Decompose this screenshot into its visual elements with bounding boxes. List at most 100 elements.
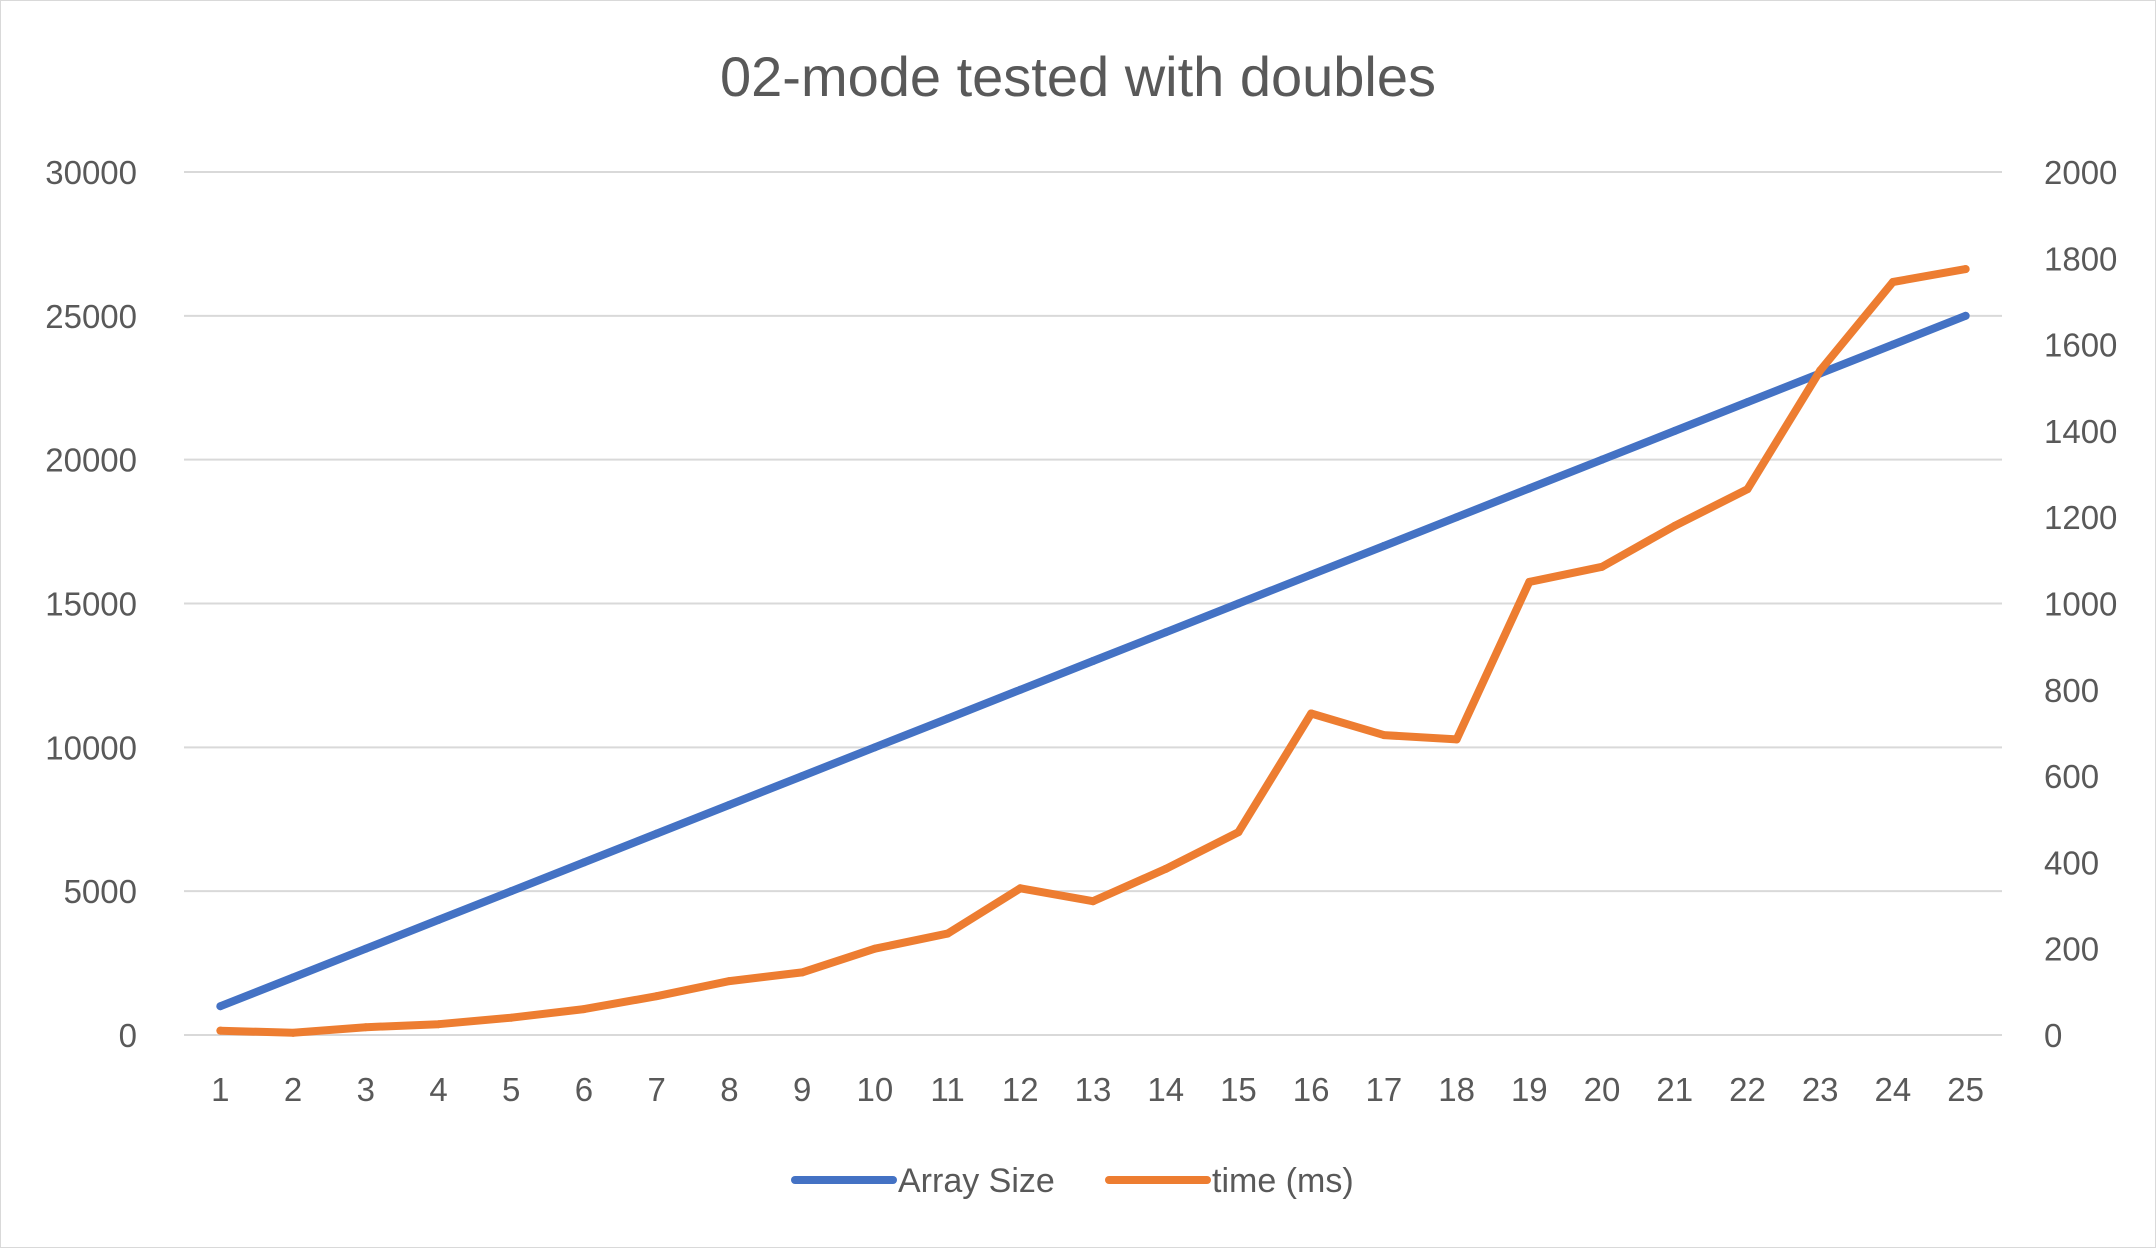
x-tick-label: 15: [1220, 1071, 1257, 1108]
data-point: [1888, 278, 1897, 287]
x-tick-label: 23: [1802, 1071, 1839, 1108]
data-point: [870, 944, 879, 953]
data-point: [434, 1020, 443, 1029]
legend-label-time-ms: time (ms): [1212, 1162, 1354, 1200]
series-line-time-ms: [216, 265, 1970, 1037]
data-point: [1670, 521, 1679, 530]
x-tick-label: 1: [211, 1071, 229, 1108]
data-point: [216, 1026, 225, 1035]
x-tick-label: 20: [1584, 1071, 1621, 1108]
right-axis-ticks: 0 200 400 600 800 1000 1200 1400 1600 1800 2000: [2044, 154, 2117, 1054]
x-tick-label: 24: [1875, 1071, 1912, 1108]
x-tick-label: 18: [1438, 1071, 1475, 1108]
right-tick-label: 1800: [2044, 240, 2117, 277]
data-point: [1089, 657, 1097, 666]
right-tick-label: 200: [2044, 931, 2099, 968]
data-point: [1379, 731, 1388, 740]
x-tick-label: 6: [575, 1071, 593, 1108]
chart-title: 02-mode tested with doubles: [720, 45, 1436, 108]
data-point: [1452, 513, 1461, 522]
x-tick-label: 10: [856, 1071, 893, 1108]
data-point: [1670, 426, 1679, 435]
legend: Array Size time (ms): [791, 1162, 1354, 1200]
right-tick-label: 1400: [2044, 413, 2117, 450]
left-tick-label: 25000: [45, 298, 137, 335]
x-tick-label: 22: [1729, 1071, 1766, 1108]
data-point: [798, 968, 807, 977]
data-point: [1961, 265, 1970, 274]
data-point: [1161, 628, 1170, 637]
data-point: [1525, 577, 1534, 586]
x-tick-label: 13: [1075, 1071, 1112, 1108]
data-point: [652, 992, 661, 1001]
x-tick-label: 16: [1293, 1071, 1330, 1108]
data-point: [1525, 484, 1534, 493]
series-lines: [216, 265, 1970, 1037]
data-point: [1089, 897, 1097, 906]
data-point: [870, 743, 879, 752]
x-tick-label: 17: [1366, 1071, 1403, 1108]
data-point: [1234, 599, 1243, 608]
data-point: [1307, 570, 1316, 579]
data-point: [725, 800, 734, 809]
data-point: [725, 977, 734, 986]
data-point: [943, 714, 952, 723]
data-point: [579, 1005, 588, 1014]
x-tick-label: 19: [1511, 1071, 1548, 1108]
data-point: [1234, 828, 1243, 837]
x-tick-label: 7: [648, 1071, 666, 1108]
right-tick-label: 0: [2044, 1017, 2062, 1054]
data-point: [361, 944, 370, 953]
left-tick-label: 5000: [64, 873, 137, 910]
data-point: [1016, 884, 1025, 893]
data-point: [1161, 864, 1170, 873]
data-point: [1888, 340, 1897, 349]
data-point: [1016, 685, 1025, 694]
right-tick-label: 600: [2044, 758, 2099, 795]
data-point: [216, 1002, 225, 1011]
left-tick-label: 15000: [45, 586, 137, 623]
right-tick-label: 1600: [2044, 327, 2117, 364]
x-tick-label: 12: [1002, 1071, 1039, 1108]
x-tick-label: 4: [429, 1071, 447, 1108]
data-point: [361, 1023, 370, 1032]
x-axis-ticks: 1 2 3 4 5 6 7 8 9 10 11 12 13 14 15 16 17 18 19 20 21 22 23 24 2…: [211, 1071, 1984, 1108]
left-tick-label: 10000: [45, 729, 137, 766]
right-tick-label: 2000: [2044, 154, 2117, 191]
x-tick-label: 3: [357, 1071, 375, 1108]
legend-label-array-size: Array Size: [898, 1162, 1055, 1200]
x-tick-label: 9: [793, 1071, 811, 1108]
x-tick-label: 25: [1947, 1071, 1984, 1108]
data-point: [1743, 485, 1752, 494]
data-point: [798, 772, 807, 781]
data-point: [943, 929, 952, 938]
left-axis-ticks: 0 5000 10000 15000 20000 25000 30000: [45, 154, 137, 1054]
gridlines: [184, 171, 2002, 1036]
data-point: [289, 973, 298, 982]
data-point: [1743, 398, 1752, 407]
right-tick-label: 400: [2044, 844, 2099, 881]
left-tick-label: 30000: [45, 154, 137, 191]
data-point: [1307, 709, 1316, 718]
data-point: [289, 1028, 298, 1037]
x-tick-label: 2: [284, 1071, 302, 1108]
data-point: [507, 1013, 516, 1022]
right-tick-label: 1200: [2044, 499, 2117, 536]
data-point: [652, 829, 661, 838]
data-point: [1961, 311, 1970, 320]
left-tick-label: 0: [119, 1017, 137, 1054]
x-tick-label: 5: [502, 1071, 520, 1108]
x-tick-label: 14: [1147, 1071, 1184, 1108]
data-point: [1452, 735, 1461, 744]
data-point: [1598, 562, 1607, 571]
data-point: [1816, 366, 1825, 375]
data-point: [434, 915, 443, 924]
right-tick-label: 1000: [2044, 586, 2117, 623]
x-tick-label: 21: [1656, 1071, 1693, 1108]
x-tick-label: 11: [930, 1071, 964, 1108]
data-point: [1379, 541, 1388, 550]
data-point: [507, 887, 516, 896]
data-point: [579, 858, 588, 867]
